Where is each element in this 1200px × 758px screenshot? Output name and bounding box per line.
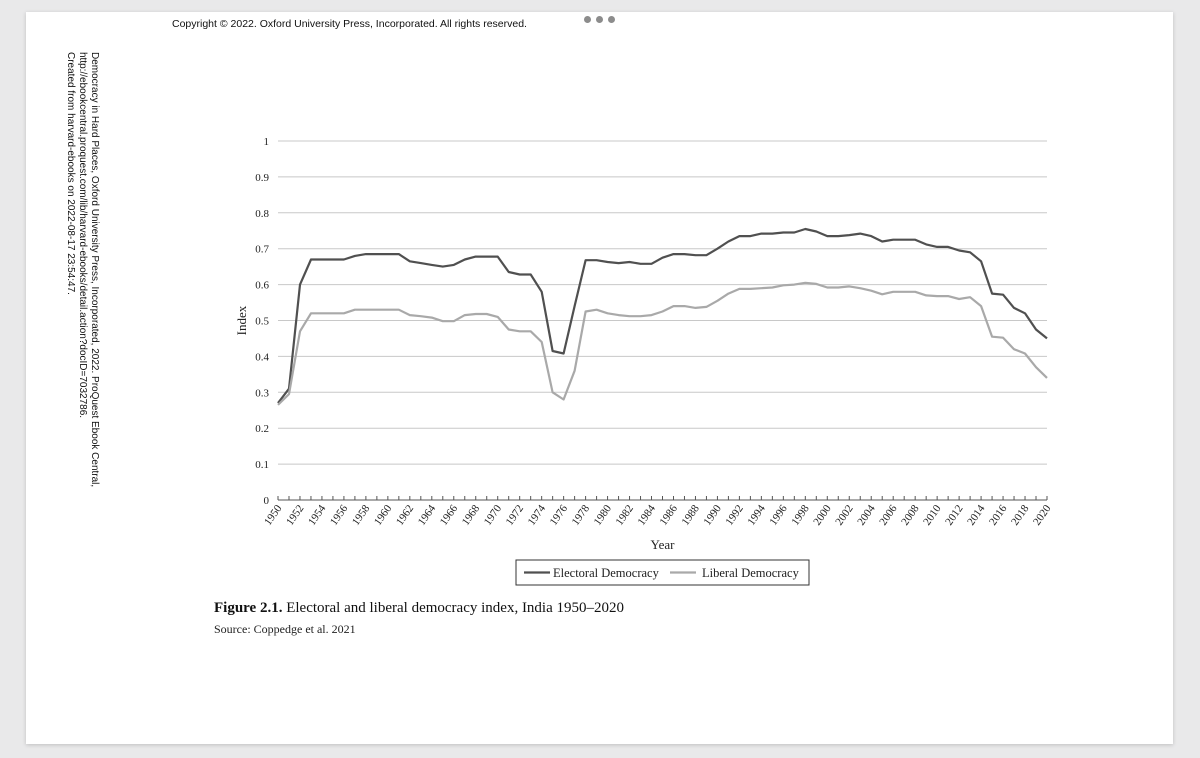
chart-legend: Electoral Democracy Liberal Democracy bbox=[515, 559, 810, 586]
y-tick-label: 0.8 bbox=[255, 208, 269, 220]
y-tick-label: 0.5 bbox=[255, 316, 269, 328]
dot-icon bbox=[608, 16, 615, 23]
x-tick-label: 1976 bbox=[548, 502, 571, 527]
legend-box bbox=[515, 559, 810, 586]
x-tick-label: 1964 bbox=[416, 502, 439, 527]
x-tick-label: 1958 bbox=[350, 502, 373, 527]
x-tick-label: 2016 bbox=[987, 502, 1010, 527]
figure-title: Electoral and liberal democracy index, I… bbox=[286, 600, 625, 616]
x-tick-label: 1970 bbox=[482, 502, 505, 527]
y-tick-label: 0.4 bbox=[255, 351, 269, 363]
x-tick-label: 1956 bbox=[328, 502, 351, 527]
y-tick-label: 0.2 bbox=[255, 423, 269, 435]
x-tick-label: 1992 bbox=[723, 503, 745, 528]
x-tick-label: 1996 bbox=[767, 502, 790, 527]
x-tick-label: 2000 bbox=[811, 502, 834, 527]
figure-source: Source: Coppedge et al. 2021 bbox=[214, 622, 356, 636]
copyright-notice: Copyright © 2022. Oxford University Pres… bbox=[172, 18, 527, 30]
x-tick-label: 2012 bbox=[943, 503, 965, 528]
x-axis-title: Year bbox=[651, 537, 676, 552]
legend-liberal-label: Liberal Democracy bbox=[702, 566, 800, 580]
x-tick-label: 2008 bbox=[899, 502, 922, 527]
x-tick-label: 1966 bbox=[438, 502, 461, 527]
x-tick-label: 1988 bbox=[679, 502, 702, 527]
y-tick-label: 0.9 bbox=[255, 172, 269, 184]
x-tick-label: 1994 bbox=[745, 502, 768, 527]
x-tick-label: 1972 bbox=[504, 503, 526, 528]
x-tick-label: 1986 bbox=[657, 502, 680, 527]
y-tick-label: 0 bbox=[264, 495, 270, 507]
y-tick-label: 1 bbox=[264, 136, 270, 148]
y-tick-label: 0.6 bbox=[255, 280, 269, 292]
x-tick-label: 2010 bbox=[921, 502, 944, 527]
x-tick-label: 2002 bbox=[833, 503, 855, 528]
liberal-democracy-line bbox=[277, 281, 1048, 406]
legend-electoral-label: Electoral Democracy bbox=[553, 566, 660, 580]
x-tick-label: 1998 bbox=[789, 502, 812, 527]
y-tick-label: 0.7 bbox=[255, 244, 269, 256]
x-tick-label: 2018 bbox=[1009, 502, 1032, 527]
x-tick-label: 1978 bbox=[570, 502, 593, 527]
x-tick-label: 1952 bbox=[284, 503, 306, 528]
x-tick-label: 2014 bbox=[965, 502, 988, 527]
x-tick-label: 2020 bbox=[1031, 502, 1054, 527]
dot-icon bbox=[596, 16, 603, 23]
figure-caption: Figure 2.1. Electoral and liberal democr… bbox=[214, 600, 624, 617]
electoral-democracy-line bbox=[277, 227, 1048, 404]
x-tick-label: 1982 bbox=[614, 503, 636, 528]
book-page: Copyright © 2022. Oxford University Pres… bbox=[26, 12, 1173, 744]
more-options-icon[interactable] bbox=[584, 16, 615, 23]
x-tick-label: 1984 bbox=[636, 502, 659, 527]
x-tick-label: 1954 bbox=[306, 502, 329, 527]
x-tick-label: 1980 bbox=[592, 502, 615, 527]
y-tick-label: 0.3 bbox=[255, 387, 269, 399]
x-tick-label: 1968 bbox=[460, 502, 483, 527]
x-tick-label: 1974 bbox=[526, 502, 549, 527]
x-tick-label: 2004 bbox=[855, 502, 878, 527]
y-tick-label: 0.1 bbox=[255, 459, 269, 471]
x-tick-label: 1990 bbox=[701, 502, 724, 527]
figure-number: Figure 2.1. bbox=[214, 600, 283, 616]
y-axis-title: Index bbox=[234, 305, 249, 335]
dot-icon bbox=[584, 16, 591, 23]
x-tick-label: 1960 bbox=[372, 502, 395, 527]
x-tick-label: 2006 bbox=[877, 502, 900, 527]
x-tick-label: 1962 bbox=[394, 503, 416, 528]
